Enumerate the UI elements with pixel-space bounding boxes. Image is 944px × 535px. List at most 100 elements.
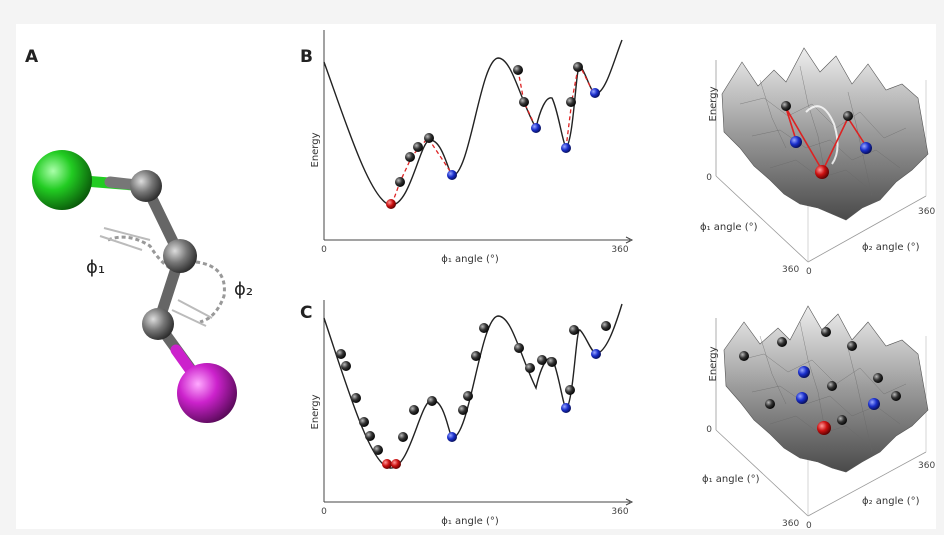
b-walker	[566, 97, 576, 107]
top-path	[823, 117, 849, 169]
phi2-plane	[171, 299, 213, 327]
b-walker	[395, 177, 405, 187]
bottom-x-axis	[715, 429, 809, 517]
panel-b: B Energy ϕ₁ angle (°) 0 360	[300, 30, 634, 265]
b-local-minimum	[561, 143, 571, 153]
c-walker	[565, 385, 575, 395]
c-walker	[398, 432, 408, 442]
top-walker	[843, 111, 853, 121]
phi1-label: ϕ₁	[86, 257, 105, 278]
c-walker	[547, 357, 557, 367]
top-y-origin: 0	[806, 267, 812, 277]
b-walker	[573, 62, 583, 72]
bottom-y-label: ϕ₂ angle (°)	[862, 496, 920, 507]
b-local-minimum	[531, 123, 541, 133]
top-y-label: ϕ₂ angle (°)	[862, 242, 920, 253]
c-energy-curve	[323, 303, 623, 469]
bottom-y-origin: 0	[806, 521, 812, 531]
top-local-minimum	[860, 142, 872, 154]
bottom-walker	[821, 327, 831, 337]
b-xlabel: ϕ₁ angle (°)	[441, 254, 499, 265]
bottom-walker	[837, 415, 847, 425]
c-global-minimum	[382, 459, 392, 469]
c-walker	[365, 431, 375, 441]
top-y-axis	[807, 195, 927, 263]
bottom-energy-surface	[723, 305, 929, 473]
c-walker	[458, 405, 468, 415]
top-energy-surface	[721, 47, 929, 221]
c-walker	[463, 391, 473, 401]
panel-c-letter: C	[300, 303, 312, 323]
b-local-minimum	[590, 88, 600, 98]
bottom-walker	[891, 391, 901, 401]
b-path-2	[517, 69, 537, 129]
c-global-minimum	[391, 459, 401, 469]
top-y-max: 360	[918, 207, 935, 217]
b-walker	[513, 65, 523, 75]
surface-3d-bottom: Energy 0 ϕ₁ angle (°) 360 0 ϕ₂ angle (°)…	[702, 305, 935, 531]
b-x-arrow	[625, 236, 634, 244]
phi1-arc	[107, 235, 171, 270]
bottom-x-label: ϕ₁ angle (°)	[702, 474, 760, 485]
phi2-label: ϕ₂	[234, 279, 253, 300]
c-walker	[601, 321, 611, 331]
c-walker	[336, 349, 346, 359]
c-local-minimum	[591, 349, 601, 359]
bottom-walker	[777, 337, 787, 347]
top-surface-highlight	[805, 105, 839, 165]
c-walker	[409, 405, 419, 415]
top-x-label: ϕ₁ angle (°)	[700, 222, 758, 233]
surface-3d-top: Energy 0 ϕ₁ angle (°) 360 0 ϕ₂ angle (°)…	[700, 47, 935, 277]
top-z-label: Energy	[708, 86, 719, 121]
bottom-global-minimum	[817, 421, 831, 435]
c-walker	[537, 355, 547, 365]
carbon-atom-1	[130, 170, 162, 202]
top-local-minimum	[790, 136, 802, 148]
phi2-arc	[195, 260, 226, 324]
c-walker	[341, 361, 351, 371]
top-z-origin: 0	[706, 173, 712, 183]
c-x-min: 0	[321, 507, 327, 517]
b-walker	[424, 133, 434, 143]
c-local-minimum	[561, 403, 571, 413]
c-xlabel: ϕ₁ angle (°)	[441, 516, 499, 527]
iodine-atom	[177, 363, 237, 423]
top-x-max: 360	[782, 265, 799, 275]
b-walker	[413, 142, 423, 152]
bottom-local-minimum	[796, 392, 808, 404]
c-walker	[471, 351, 481, 361]
c-walker	[351, 393, 361, 403]
top-x-axis	[715, 175, 809, 263]
bottom-x-max: 360	[782, 519, 799, 529]
top-global-minimum	[815, 165, 829, 179]
chlorine-atom	[32, 150, 92, 210]
bottom-y-axis	[807, 451, 927, 517]
bottom-walker	[847, 341, 857, 351]
bottom-local-minimum	[868, 398, 880, 410]
bottom-surface-mesh	[739, 321, 907, 453]
top-path	[785, 107, 823, 171]
c-walkers	[336, 321, 611, 469]
b-x-max: 360	[611, 245, 628, 255]
c-walker	[373, 445, 383, 455]
bottom-walker	[739, 351, 749, 361]
b-path-3	[565, 67, 579, 149]
c-walker	[569, 325, 579, 335]
c-ylabel: Energy	[310, 394, 321, 429]
top-path	[847, 117, 867, 147]
bottom-z-origin: 0	[706, 425, 712, 435]
c-walker	[525, 363, 535, 373]
bottom-y-max: 360	[918, 461, 935, 471]
top-walker	[781, 101, 791, 111]
c-x-max: 360	[611, 507, 628, 517]
panel-b-letter: B	[300, 47, 313, 67]
panel-c: C Energy ϕ₁ angle (°) 0 360	[300, 300, 634, 527]
b-walker	[405, 152, 415, 162]
carbon-atom-2	[163, 239, 197, 273]
bottom-walker	[765, 399, 775, 409]
c-walker	[359, 417, 369, 427]
b-global-minimum	[386, 199, 396, 209]
panel-a-letter: A	[25, 47, 39, 67]
phi1-plane	[99, 227, 151, 251]
